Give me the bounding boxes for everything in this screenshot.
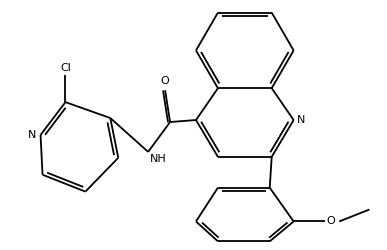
Text: N: N <box>297 115 305 125</box>
Text: O: O <box>327 216 335 226</box>
Text: O: O <box>161 76 170 86</box>
Text: N: N <box>28 130 37 140</box>
Text: Cl: Cl <box>60 63 71 73</box>
Text: NH: NH <box>150 154 167 164</box>
